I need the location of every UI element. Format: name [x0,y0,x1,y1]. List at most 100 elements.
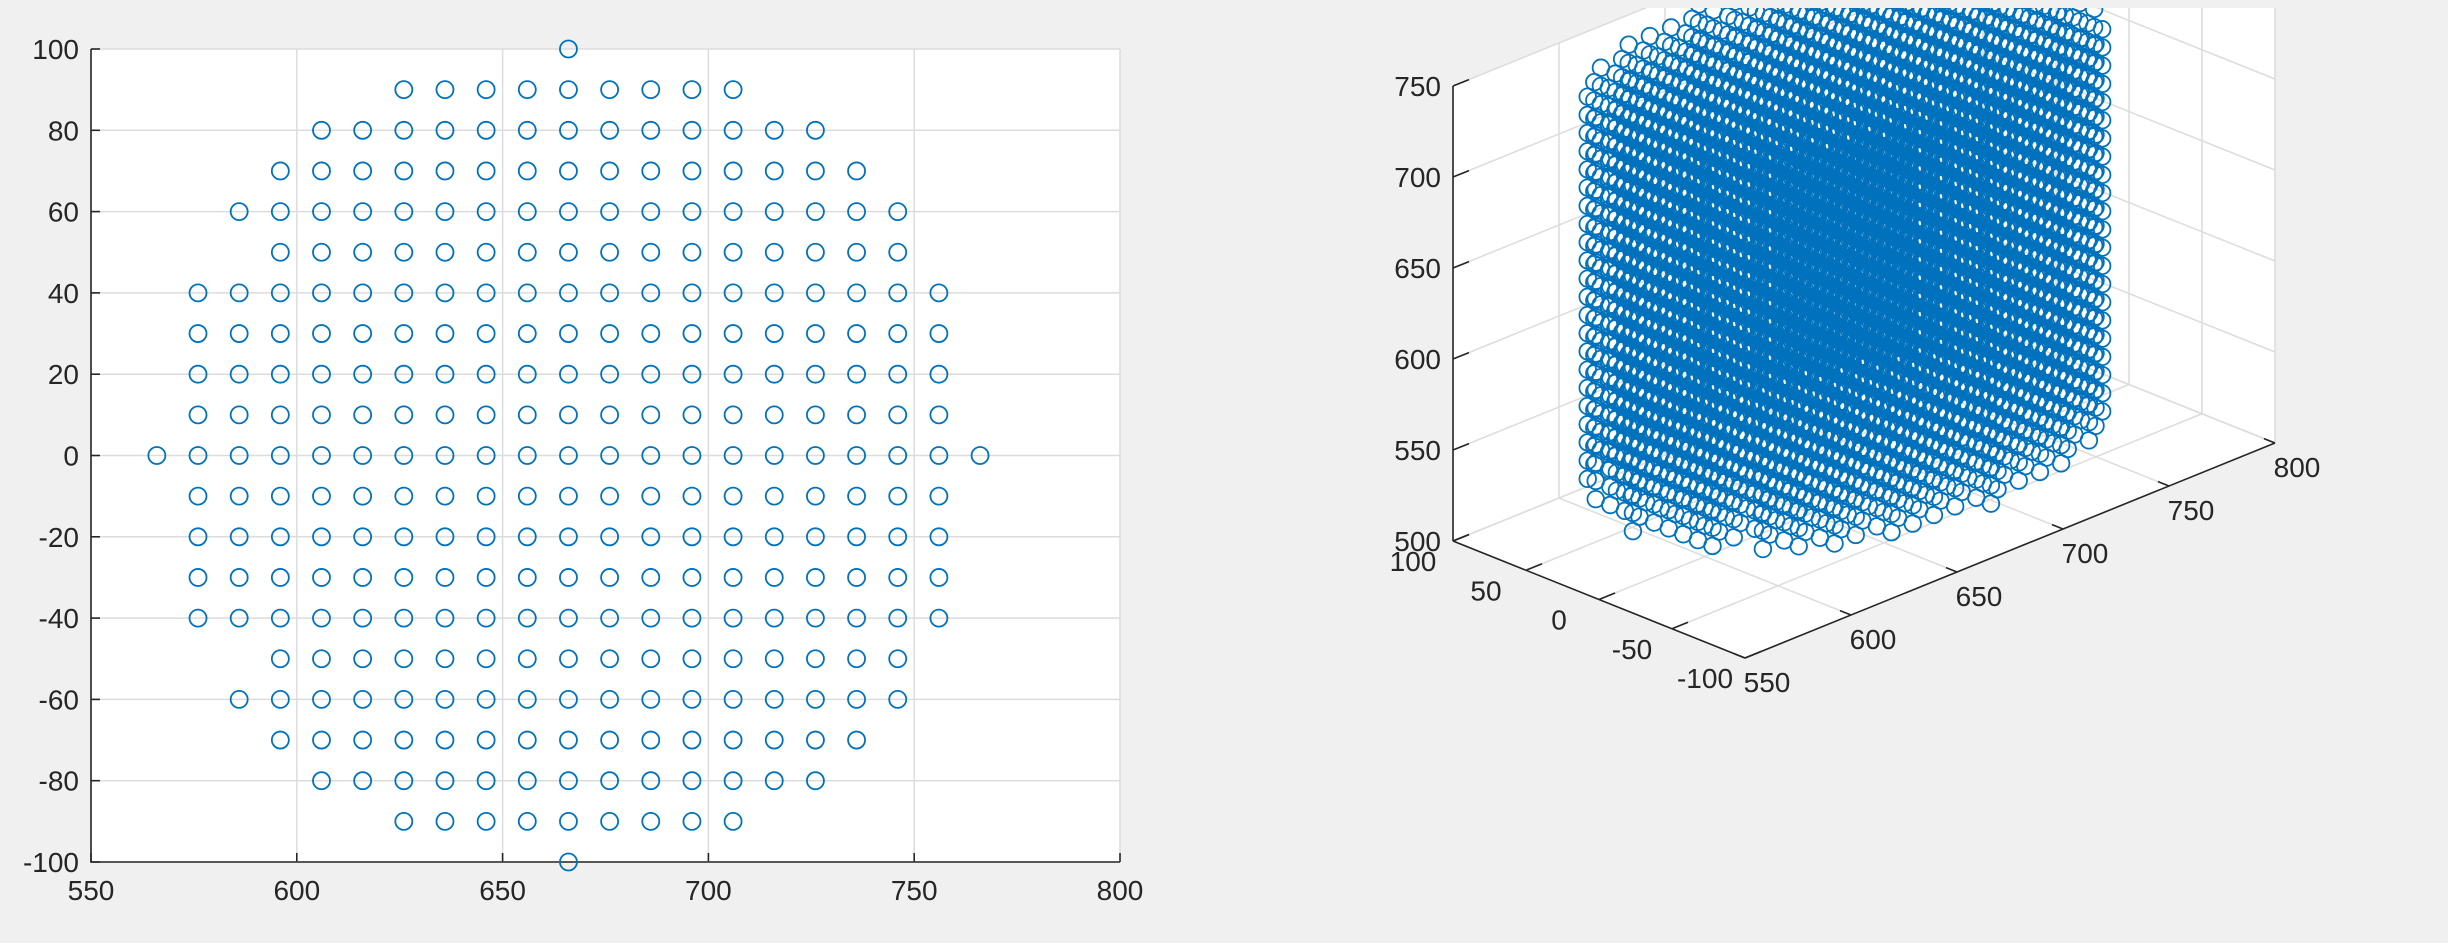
data-point [270,364,290,384]
data-point [682,80,702,100]
data-point [888,446,908,465]
data-point [435,324,455,343]
data-point [517,324,537,343]
data-point [559,161,578,181]
data-point [847,568,866,587]
data-point [435,690,455,709]
data-point [723,446,743,465]
data-point [435,771,455,791]
data-point [517,364,537,384]
data-point [806,405,825,425]
data-point [847,364,866,384]
data-point [806,283,825,303]
data-point [312,730,331,750]
data-points-3d [1578,8,2112,559]
data-point-3d [1623,412,1643,432]
data-point [394,242,414,262]
data-point [929,446,949,465]
data-point [270,202,290,222]
data-point [847,649,866,669]
data-point [806,161,825,181]
data-point [847,161,866,181]
data-point [229,324,249,343]
data-point [270,730,290,750]
data-point [600,486,620,506]
data-point [394,324,414,343]
data-point [600,771,620,791]
data-point [641,771,661,791]
data-point [641,324,661,343]
data-point [600,242,620,262]
data-point-3d [1578,105,1597,125]
data-point [312,771,331,791]
data-point [764,649,784,669]
data-point-3d [1623,285,1643,304]
data-point [229,527,249,547]
data-point [476,608,496,628]
data-point [353,730,373,750]
data-point [188,486,208,506]
data-point-3d [1623,230,1643,250]
data-point-3d [1578,378,1597,398]
data-point [764,771,784,791]
data-point-3d [1623,394,1643,413]
data-point [559,486,578,506]
data-point [312,690,331,709]
data-point [517,161,537,181]
data-point [600,120,620,140]
data-point [806,486,825,506]
data-point [641,80,661,100]
data-point [888,690,908,709]
data-point-3d [1578,469,1597,489]
data-point [682,202,702,222]
data-point [888,324,908,343]
data-point [682,649,702,669]
data-point [888,568,908,587]
data-point-3d [1578,396,1597,416]
data-point [888,283,908,303]
data-point [764,405,784,425]
data-point [929,486,949,506]
data-point [641,486,661,506]
data-point [435,649,455,669]
data-point [229,202,249,222]
data-point-3d [1623,194,1643,213]
data-point-3d [1578,433,1597,452]
data-point [888,649,908,669]
data-point [600,527,620,547]
data-point [764,283,784,303]
data-point [559,690,578,709]
data-point [764,568,784,587]
data-point [806,364,825,384]
data-point-3d [1578,342,1597,361]
data-point [600,364,620,384]
data-point [476,283,496,303]
data-point [312,446,331,465]
data-point [764,324,784,343]
axes-lines [90,49,1120,863]
data-point [641,405,661,425]
data-point-3d [1578,251,1597,270]
data-point [559,771,578,791]
data-point [847,730,866,750]
data-point [476,811,496,831]
data-point [435,486,455,506]
data-point [600,608,620,628]
data-point [517,649,537,669]
data-point [312,486,331,506]
data-point [517,527,537,547]
data-point-3d [1623,248,1643,268]
data-point [723,161,743,181]
data-point [270,446,290,465]
data-point [764,527,784,547]
data-point [435,364,455,384]
data-point [600,568,620,587]
data-point [394,161,414,181]
data-point [723,283,743,303]
data-point [764,446,784,465]
data-point [806,527,825,547]
data-point [394,771,414,791]
data-point [806,690,825,709]
data-point [682,446,702,465]
data-point [723,649,743,669]
